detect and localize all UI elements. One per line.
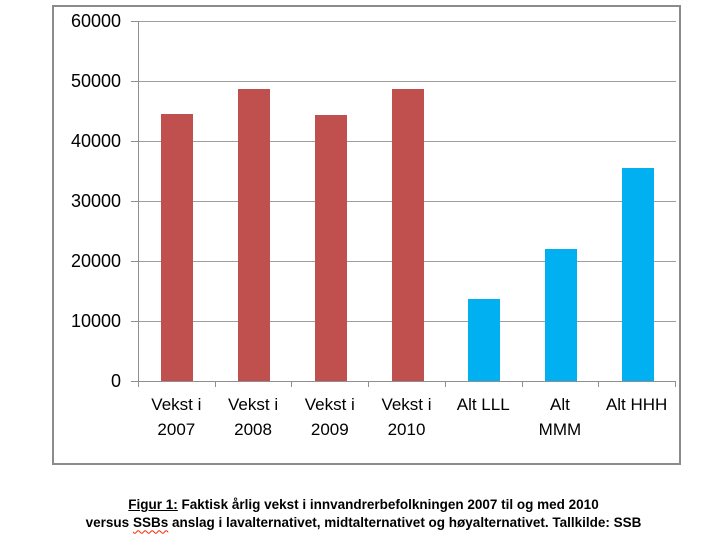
caption-figure-number: Figur 1: <box>128 497 178 512</box>
caption-text-line1: Faktisk årlig vekst i innvandrerbefolkni… <box>177 497 599 512</box>
y-tick-label: 60000 <box>70 11 121 31</box>
x-tick-label-line: 2007 <box>157 420 196 439</box>
x-tick-label-line: 2009 <box>310 420 349 439</box>
x-tick-label-line: Vekst i <box>151 395 202 414</box>
x-tick-label-line: 2010 <box>387 420 426 439</box>
x-tick-label-line: MMM <box>538 420 582 439</box>
caption-line-2: versus SSBs anslag i lavalternativet, mi… <box>0 514 727 532</box>
x-axis-tick <box>368 381 370 387</box>
x-axis-labels: Vekst i 2007 Vekst i 2008 Vekst i 2009 Vekst i… <box>138 392 675 454</box>
y-axis-tick <box>131 141 139 143</box>
chart-frame: 0 10000 20000 30000 40000 50000 60000 Vekst i 2… <box>52 5 681 465</box>
y-tick-label: 0 <box>110 371 121 391</box>
y-tick-label: 50000 <box>70 71 121 91</box>
caption-misspelled-word: SSBs <box>132 514 169 530</box>
y-axis-tick <box>131 321 139 323</box>
y-axis-tick <box>131 21 139 22</box>
x-tick-label: Vekst i 2010 <box>381 392 431 442</box>
x-axis-tick <box>214 381 216 387</box>
bar-alt-mmm <box>544 249 577 381</box>
bar-vekst-i-2008 <box>238 89 271 381</box>
x-tick-label-line: Alt HHH <box>605 395 668 414</box>
gridline <box>139 81 676 82</box>
x-tick-label-line: Vekst i <box>381 395 432 414</box>
y-axis-tick <box>131 261 139 263</box>
bar-alt-lll <box>468 298 501 381</box>
bar-alt-hhh <box>621 168 654 381</box>
y-axis-labels: 0 10000 20000 30000 40000 50000 60000 <box>54 11 138 391</box>
y-axis-tick <box>131 81 139 82</box>
caption-line-1: Figur 1: Faktisk årlig vekst i innvandre… <box>0 496 727 514</box>
x-tick-label-line: Alt LLL <box>456 395 510 414</box>
bar-vekst-i-2007 <box>161 114 194 381</box>
bar-vekst-i-2009 <box>314 115 347 381</box>
gridline <box>139 21 676 22</box>
x-tick-label: Vekst i 2009 <box>305 392 355 442</box>
x-tick-label: Vekst i 2008 <box>228 392 278 442</box>
x-axis-tick <box>598 381 600 387</box>
x-tick-label: Alt MMM <box>539 392 581 442</box>
x-tick-label: Alt HHH <box>606 392 667 417</box>
figure-caption: Figur 1: Faktisk årlig vekst i innvandre… <box>0 496 727 531</box>
y-tick-label: 10000 <box>70 311 121 332</box>
y-tick-label: 30000 <box>70 191 121 211</box>
bar-vekst-i-2010 <box>391 88 424 381</box>
caption-text-line2-rest: anslag i lavalternativet, midtalternativ… <box>168 514 642 530</box>
y-axis-tick <box>131 201 139 202</box>
x-tick-label-line: Vekst i <box>304 395 355 414</box>
x-axis-tick <box>675 381 676 387</box>
y-tick-label: 20000 <box>70 251 121 272</box>
x-tick-label: Alt LLL <box>457 392 510 417</box>
y-axis-tick <box>131 381 139 382</box>
x-axis-tick <box>138 381 139 387</box>
caption-text-line2-pre: versus <box>85 514 133 530</box>
x-tick-label-line: Vekst i <box>228 395 279 414</box>
x-axis-tick <box>444 381 446 387</box>
x-tick-label: Vekst i 2007 <box>151 392 201 442</box>
plot-area <box>131 21 676 387</box>
y-tick-label: 40000 <box>70 131 121 152</box>
x-tick-label-line: 2008 <box>234 420 272 439</box>
x-axis-tick <box>521 381 523 387</box>
x-axis-tick <box>291 381 293 387</box>
x-tick-label-line: Alt <box>549 395 570 414</box>
